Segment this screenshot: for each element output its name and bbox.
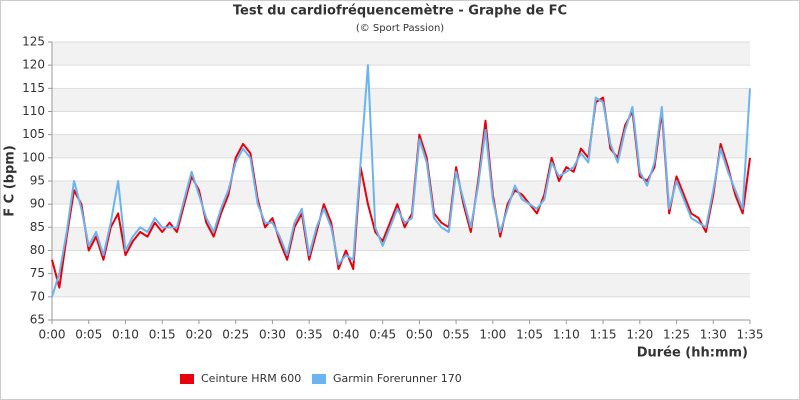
x-tick-label: 1:30: [700, 328, 727, 342]
y-tick-label: 80: [30, 243, 45, 257]
legend-label: Ceinture HRM 600: [201, 372, 301, 385]
x-tick-label: 0:50: [406, 328, 433, 342]
y-tick-label: 105: [22, 127, 45, 141]
x-tick-label: 0:55: [443, 328, 470, 342]
x-tick-label: 1:10: [553, 328, 580, 342]
x-axis-label: Durée (hh:mm): [637, 346, 748, 361]
x-tick-label: 1:35: [737, 328, 764, 342]
y-tick-label: 125: [22, 35, 45, 49]
x-tick-label: 1:15: [590, 328, 617, 342]
y-tick-label: 70: [30, 289, 45, 303]
x-tick-label: 1:25: [663, 328, 690, 342]
y-tick-label: 65: [30, 313, 45, 327]
y-tick-label: 110: [22, 104, 45, 118]
legend-label: Garmin Forerunner 170: [333, 372, 462, 385]
y-tick-label: 75: [30, 266, 45, 280]
y-tick-label: 115: [22, 81, 45, 95]
y-axis-label: F C (bpm): [3, 145, 18, 217]
x-tick-label: 0:10: [112, 328, 139, 342]
grid-band: [52, 181, 750, 205]
grid-band: [52, 42, 750, 66]
grid-band: [52, 227, 750, 251]
chart-title: Test du cardiofréquencemètre - Graphe de…: [233, 4, 567, 19]
x-tick-label: 0:05: [75, 328, 102, 342]
y-tick-label: 100: [22, 150, 45, 164]
x-tick-label: 0:40: [332, 328, 359, 342]
grid-band: [52, 134, 750, 158]
y-tick-label: 95: [30, 174, 45, 188]
y-tick-label: 90: [30, 197, 45, 211]
y-tick-label: 85: [30, 220, 45, 234]
y-tick-label: 120: [22, 58, 45, 72]
x-tick-label: 1:20: [626, 328, 653, 342]
x-tick-label: 0:45: [369, 328, 396, 342]
grid-band: [52, 273, 750, 297]
grid-band: [52, 88, 750, 112]
legend-swatch: [312, 374, 326, 384]
x-tick-label: 0:25: [222, 328, 249, 342]
x-tick-label: 0:35: [296, 328, 323, 342]
x-tick-label: 1:05: [516, 328, 543, 342]
legend-swatch: [180, 374, 194, 384]
x-tick-label: 0:15: [149, 328, 176, 342]
chart-subtitle: (© Sport Passion): [356, 23, 444, 34]
x-tick-label: 0:20: [185, 328, 212, 342]
x-tick-label: 0:00: [39, 328, 66, 342]
series-line: [51, 64, 751, 298]
x-tick-label: 0:30: [259, 328, 286, 342]
x-tick-label: 1:00: [479, 328, 506, 342]
